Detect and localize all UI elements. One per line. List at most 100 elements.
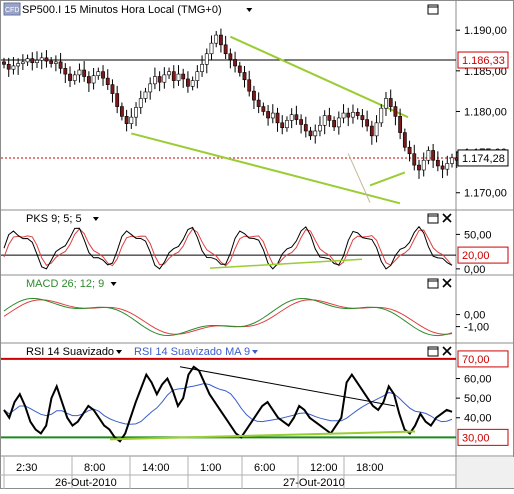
time-tick-label: 18:00 <box>356 462 384 474</box>
close-icon[interactable] <box>442 213 452 223</box>
candle-body <box>16 63 21 67</box>
candle-body <box>167 71 171 76</box>
candle-body <box>308 130 313 137</box>
y-tick-label: 0,00 <box>464 310 485 322</box>
maximize-icon[interactable] <box>427 278 439 289</box>
close-icon[interactable] <box>442 346 452 356</box>
time-tick-label: 2:30 <box>16 462 37 474</box>
candle-body <box>299 119 303 125</box>
candle-body <box>58 61 63 69</box>
candle-body <box>96 71 101 77</box>
candle-body <box>270 112 275 119</box>
candle-body <box>341 112 346 119</box>
candle-body <box>72 74 77 81</box>
candle-body <box>294 114 299 120</box>
rsi-ma-title: RSI 14 Suavizado MA 9 <box>134 346 250 358</box>
candle-body <box>181 73 186 80</box>
candle-body <box>20 61 25 64</box>
y-tick-label: 1.185,00 <box>464 66 507 78</box>
pks-signal-line <box>3 228 453 267</box>
rsi-line <box>3 365 453 443</box>
price-marker-label: 30,00 <box>462 432 490 444</box>
candle-body <box>426 150 431 161</box>
trend-line <box>131 132 401 205</box>
thin-trend-line <box>347 153 371 203</box>
candle-body <box>171 71 176 81</box>
pks-trend-line <box>209 258 363 269</box>
pks-series-line <box>3 225 453 270</box>
price-marker-box <box>457 350 509 368</box>
rsi-support-line <box>109 430 416 441</box>
dropdown-arrow-icon[interactable] <box>110 282 117 286</box>
price-marker-box <box>457 51 509 69</box>
maximize-icon[interactable] <box>427 4 439 15</box>
candle-body <box>412 153 417 166</box>
candle-body <box>280 122 285 129</box>
candle-body <box>49 60 54 64</box>
candle-body <box>445 163 450 170</box>
candle-body <box>219 34 223 46</box>
dropdown-arrow-icon[interactable] <box>92 217 99 221</box>
dropdown-arrow-icon[interactable] <box>252 350 258 354</box>
candle-body <box>63 68 68 75</box>
candle-body <box>115 93 120 107</box>
candle-body <box>223 44 228 55</box>
y-tick-label: 1.170,00 <box>464 188 507 200</box>
candle-body <box>119 106 124 117</box>
candle-body <box>204 53 209 65</box>
candle-body <box>398 116 403 133</box>
candle-body <box>313 130 318 137</box>
candle-body <box>157 76 162 83</box>
trend-line <box>229 35 409 119</box>
rsi-ma-line <box>3 383 453 425</box>
candle-body <box>351 111 355 118</box>
candle-body <box>247 79 252 92</box>
corner-box <box>457 457 514 488</box>
y-tick-label: 0,00 <box>464 264 485 276</box>
macd-line <box>3 297 453 337</box>
candle-body <box>44 57 49 62</box>
candle-body <box>379 107 384 124</box>
pane-title: PKS 9; 5; 5 <box>26 213 82 225</box>
candle-body <box>25 58 30 63</box>
candle-body <box>200 64 204 72</box>
time-tick-label: 8:00 <box>84 462 105 474</box>
candle-body <box>91 75 96 84</box>
candle-body <box>11 65 16 70</box>
cfd-logo-text: CFD <box>5 7 19 14</box>
candle-body <box>431 150 436 161</box>
price-marker-box <box>457 149 509 167</box>
candle-body <box>332 120 337 128</box>
candle-body <box>228 53 233 60</box>
candle-body <box>374 122 379 137</box>
dropdown-arrow-icon[interactable] <box>116 350 122 354</box>
candle-body <box>261 106 266 112</box>
candle-body <box>417 164 421 171</box>
maximize-icon[interactable] <box>427 213 439 224</box>
candle-body <box>365 119 370 127</box>
candle-body <box>289 114 294 121</box>
date-label: 26-Out-2010 <box>55 477 117 489</box>
candle-body <box>138 98 143 108</box>
candle-body <box>242 72 247 81</box>
dropdown-arrow-icon[interactable] <box>246 8 253 12</box>
candle-body <box>124 116 129 124</box>
y-tick-label: -1,00 <box>464 322 489 334</box>
close-icon[interactable] <box>442 278 452 288</box>
candle-body <box>388 98 393 107</box>
candle-body <box>252 90 256 101</box>
y-tick-label: 50,00 <box>464 229 492 241</box>
maximize-icon[interactable] <box>427 346 439 357</box>
price-marker-label: 70,00 <box>462 354 490 366</box>
candle-body <box>30 58 35 64</box>
y-tick-label: 1.190,00 <box>464 25 507 37</box>
candle-body <box>384 98 388 109</box>
candle-body <box>162 74 167 83</box>
candle-body <box>148 83 153 93</box>
candle-body <box>402 132 407 148</box>
candle-body <box>68 73 72 81</box>
price-marker-box <box>457 428 509 446</box>
candle-body <box>233 59 237 67</box>
